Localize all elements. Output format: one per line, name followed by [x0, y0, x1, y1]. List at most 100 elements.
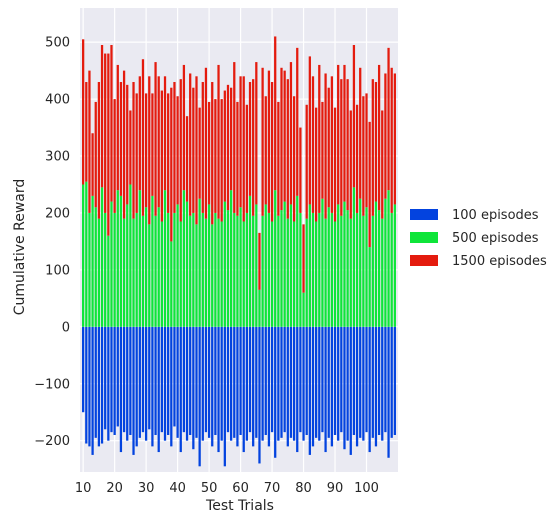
- bar-segment: [204, 218, 208, 327]
- bar-segment: [381, 110, 384, 219]
- bar-segment: [182, 64, 186, 191]
- bar-segment: [330, 76, 334, 213]
- bar-segment: [258, 289, 261, 327]
- bar-segment: [141, 326, 145, 433]
- bar-segment: [292, 221, 296, 327]
- bar-segment: [116, 64, 119, 191]
- bar-segment: [207, 101, 211, 205]
- bar-segment: [88, 70, 91, 213]
- bar-segment: [185, 116, 189, 202]
- x-tick-label: 70: [264, 481, 281, 496]
- bar-segment: [110, 45, 113, 202]
- bar-segment: [144, 93, 148, 208]
- bar-segment: [214, 99, 217, 213]
- bar-segment: [252, 215, 255, 327]
- bar-segment: [132, 326, 135, 455]
- bar-segment: [343, 326, 346, 450]
- bar-segment: [119, 82, 123, 196]
- bar-segment: [286, 218, 289, 327]
- bar-segment: [104, 53, 107, 213]
- bar-segment: [321, 326, 324, 433]
- bar-segment: [393, 204, 396, 327]
- x-tick-label: 80: [295, 481, 312, 496]
- bar-segment: [97, 82, 101, 219]
- bar-segment: [85, 326, 88, 444]
- bar-segment: [355, 326, 359, 447]
- bar-segment: [302, 292, 305, 327]
- bar-segment: [248, 82, 252, 196]
- bar-segment: [270, 82, 274, 222]
- y-tick-label: 0: [62, 320, 70, 335]
- bar-segment: [289, 326, 293, 438]
- bar-segment: [94, 207, 97, 327]
- bar-segment: [261, 215, 264, 327]
- bar-segment: [343, 64, 346, 202]
- bar-segment: [211, 82, 214, 225]
- bar-segment: [122, 326, 126, 433]
- bar-segment: [381, 218, 384, 327]
- bar-segment: [277, 101, 280, 216]
- y-tick-label: 400: [45, 93, 70, 108]
- bar-segment: [327, 326, 330, 438]
- y-tick-label: −200: [34, 434, 70, 449]
- bar-segment: [107, 235, 110, 327]
- bar-segment: [122, 218, 126, 327]
- bar-segment: [157, 207, 160, 327]
- bar-segment: [337, 64, 340, 205]
- bar-segment: [236, 326, 239, 447]
- bar-segment: [315, 107, 318, 222]
- legend-swatch: [410, 255, 438, 266]
- bar-segment: [173, 212, 176, 327]
- bar-segment: [192, 326, 195, 450]
- bar-segment: [374, 201, 378, 327]
- bar-segment: [100, 326, 104, 444]
- bar-segment: [321, 101, 324, 199]
- y-tick-label: −100: [34, 377, 70, 392]
- bar-segment: [129, 110, 132, 185]
- bar-segment: [173, 82, 176, 213]
- bar-segment: [277, 215, 280, 327]
- bar-segment: [113, 326, 116, 435]
- bar-segment: [233, 326, 236, 438]
- bar-segment: [129, 184, 132, 327]
- bar-segment: [318, 212, 321, 327]
- bar-segment: [349, 326, 352, 455]
- bar-segment: [248, 195, 252, 327]
- bar-segment: [97, 218, 101, 327]
- bar-segment: [346, 79, 349, 211]
- bar-segment: [126, 204, 129, 327]
- bar-segment: [167, 212, 170, 327]
- bar-segment: [160, 90, 163, 222]
- bar-segment: [119, 195, 123, 327]
- bar-segment: [170, 241, 173, 327]
- bar-segment: [100, 187, 104, 327]
- bar-segment: [154, 326, 157, 435]
- bar-segment: [308, 204, 311, 327]
- bar-segment: [167, 326, 170, 435]
- bar-segment: [163, 190, 167, 327]
- bar-segment: [110, 201, 113, 327]
- bar-segment: [192, 212, 195, 327]
- bar-segment: [264, 96, 267, 205]
- bar-segment: [374, 82, 378, 202]
- bar-segment: [160, 221, 163, 327]
- y-axis-label: Cumulative Reward: [12, 179, 28, 316]
- bar-segment: [381, 326, 384, 441]
- bar-segment: [104, 326, 107, 430]
- bar-segment: [138, 190, 141, 327]
- bar-segment: [229, 326, 233, 441]
- bar-segment: [189, 326, 192, 435]
- bar-segment: [365, 326, 368, 433]
- legend-label: 500 episodes: [452, 231, 539, 246]
- bar-segment: [318, 64, 321, 213]
- bar-segment: [223, 326, 226, 467]
- bar-segment: [220, 326, 223, 441]
- bar-segment: [151, 93, 154, 196]
- bar-segment: [311, 212, 315, 327]
- bar-segment: [129, 326, 132, 435]
- bar-segment: [255, 326, 258, 438]
- bar-segment: [198, 107, 201, 199]
- bar-segment: [107, 53, 110, 236]
- bar-segment: [267, 326, 271, 447]
- bar-segment: [135, 212, 138, 327]
